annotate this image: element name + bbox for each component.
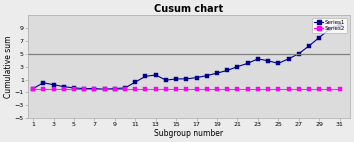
Y-axis label: Cumulative sum: Cumulative sum [4,35,13,98]
Title: Cusum chart: Cusum chart [154,4,223,14]
X-axis label: Subgroup number: Subgroup number [154,129,223,138]
Legend: Series1, Series2: Series1, Series2 [312,18,347,33]
